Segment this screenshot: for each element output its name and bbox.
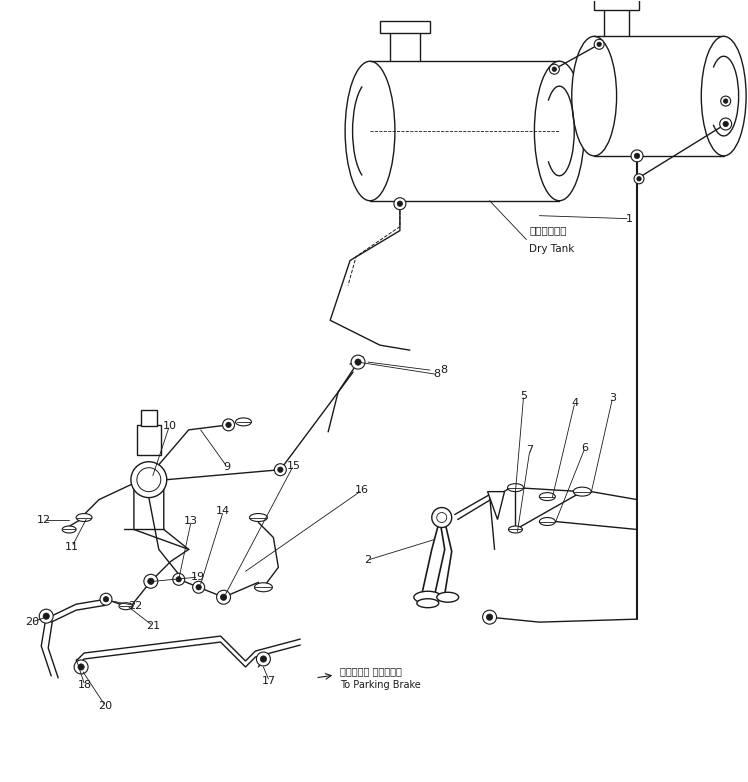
Bar [137, 425, 161, 455]
Polygon shape [488, 492, 504, 519]
Text: 14: 14 [216, 506, 230, 516]
Text: 20: 20 [98, 701, 112, 711]
Circle shape [260, 656, 266, 662]
Text: 7: 7 [526, 446, 533, 455]
Circle shape [103, 597, 108, 602]
Text: 5: 5 [520, 390, 527, 400]
Circle shape [634, 174, 644, 184]
Ellipse shape [119, 603, 133, 610]
Text: 15: 15 [286, 461, 301, 471]
Text: 6: 6 [582, 443, 589, 453]
Text: 8: 8 [440, 365, 447, 375]
Circle shape [594, 39, 604, 49]
Text: 9: 9 [224, 461, 230, 472]
Circle shape [637, 177, 641, 181]
Circle shape [720, 118, 732, 130]
Circle shape [74, 660, 88, 674]
Circle shape [723, 99, 728, 103]
Circle shape [634, 153, 640, 159]
Text: 4: 4 [571, 397, 578, 407]
Circle shape [351, 355, 365, 369]
Ellipse shape [702, 36, 746, 156]
Circle shape [549, 64, 560, 74]
Ellipse shape [254, 583, 272, 592]
Circle shape [397, 201, 402, 206]
Ellipse shape [571, 36, 616, 156]
Circle shape [226, 422, 231, 428]
Circle shape [432, 508, 452, 528]
Circle shape [131, 461, 167, 497]
Circle shape [193, 581, 205, 594]
Text: 11: 11 [65, 542, 79, 551]
Ellipse shape [539, 493, 555, 500]
Circle shape [100, 594, 112, 605]
Ellipse shape [437, 592, 459, 602]
Circle shape [631, 150, 643, 162]
Circle shape [597, 42, 601, 47]
Text: 20: 20 [25, 617, 39, 627]
Text: 21: 21 [146, 621, 160, 630]
Text: 19: 19 [191, 572, 205, 582]
Text: 12: 12 [37, 515, 51, 525]
Ellipse shape [345, 61, 395, 201]
Circle shape [176, 576, 182, 582]
Circle shape [196, 585, 201, 590]
Text: パーキング ブレーキへ: パーキング ブレーキへ [340, 666, 402, 676]
Bar [380, 21, 430, 34]
Text: 3: 3 [609, 393, 616, 403]
Ellipse shape [414, 591, 442, 603]
Text: 10: 10 [162, 421, 177, 431]
Circle shape [552, 67, 557, 71]
Text: ドライタンク: ドライタンク [530, 225, 567, 235]
Circle shape [39, 609, 53, 623]
Text: 16: 16 [355, 486, 369, 495]
Text: 13: 13 [184, 516, 198, 526]
Circle shape [78, 664, 85, 670]
Text: 1: 1 [626, 213, 633, 224]
Ellipse shape [534, 61, 584, 201]
Circle shape [221, 594, 227, 601]
Bar [141, 410, 157, 426]
Circle shape [257, 652, 270, 666]
Circle shape [275, 464, 286, 475]
Circle shape [147, 578, 154, 584]
Circle shape [217, 590, 230, 604]
Circle shape [482, 610, 497, 624]
Circle shape [144, 574, 158, 588]
Circle shape [355, 359, 361, 365]
Ellipse shape [250, 514, 267, 522]
Text: To Parking Brake: To Parking Brake [340, 680, 421, 690]
Circle shape [43, 613, 49, 619]
Ellipse shape [507, 483, 524, 492]
Circle shape [437, 512, 447, 522]
Ellipse shape [573, 487, 591, 496]
Circle shape [173, 573, 185, 585]
Circle shape [278, 467, 283, 472]
Ellipse shape [236, 418, 251, 426]
Text: 8: 8 [434, 369, 441, 379]
Bar [594, 0, 639, 10]
Circle shape [394, 198, 406, 210]
Text: 18: 18 [78, 680, 92, 691]
Ellipse shape [539, 518, 555, 526]
Text: Dry Tank: Dry Tank [530, 243, 574, 253]
Ellipse shape [417, 599, 439, 608]
Circle shape [721, 96, 731, 106]
Circle shape [486, 614, 493, 620]
Ellipse shape [62, 526, 76, 533]
Circle shape [137, 468, 161, 492]
Circle shape [223, 419, 235, 431]
Text: 22: 22 [128, 601, 142, 611]
Ellipse shape [76, 514, 92, 522]
Circle shape [723, 121, 729, 127]
Ellipse shape [509, 526, 522, 533]
Text: 17: 17 [263, 676, 276, 686]
Text: 2: 2 [364, 555, 371, 565]
